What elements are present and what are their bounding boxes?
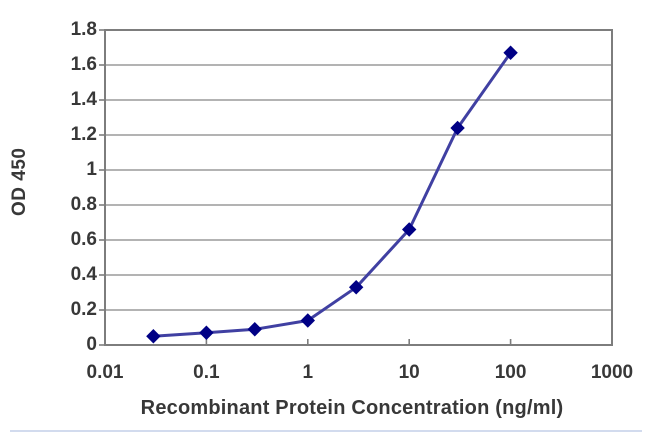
- y-tick-label: 0.8: [70, 194, 97, 215]
- y-tick-label: 0.2: [70, 299, 97, 320]
- y-tick-label: 0.4: [70, 264, 97, 285]
- x-tick-label: 1: [302, 362, 314, 383]
- data-point-marker: [247, 322, 262, 337]
- y-tick-label: 1: [86, 159, 97, 180]
- plot-border: [104, 29, 613, 346]
- y-tick-label: 1.2: [70, 124, 97, 145]
- x-axis-title: Recombinant Protein Concentration (ng/ml…: [140, 397, 564, 419]
- data-point-marker: [450, 120, 465, 136]
- y-axis-title: OD 450: [9, 147, 30, 216]
- x-tick-label: 1000: [590, 362, 634, 383]
- y-tick-label: 0.6: [70, 229, 97, 250]
- y-tick-label: 1.4: [70, 89, 97, 110]
- y-tick-label: 0: [86, 334, 97, 355]
- data-point-marker: [401, 222, 417, 237]
- data-point-marker: [300, 313, 316, 328]
- x-tick-label: 100: [494, 362, 527, 383]
- x-tick-label: 0.1: [193, 362, 220, 383]
- x-tick-label: 0.01: [86, 362, 124, 383]
- x-tick-label: 10: [398, 362, 420, 383]
- y-tick-label: 1.6: [70, 54, 97, 75]
- data-point-marker: [503, 45, 518, 60]
- data-point-marker: [348, 280, 364, 295]
- y-tick-label: 1.8: [70, 19, 97, 40]
- image-bottom-edge-artifact: [10, 430, 642, 432]
- data-point-marker: [199, 325, 214, 340]
- data-point-marker: [146, 329, 161, 344]
- series-line: [151, 51, 513, 338]
